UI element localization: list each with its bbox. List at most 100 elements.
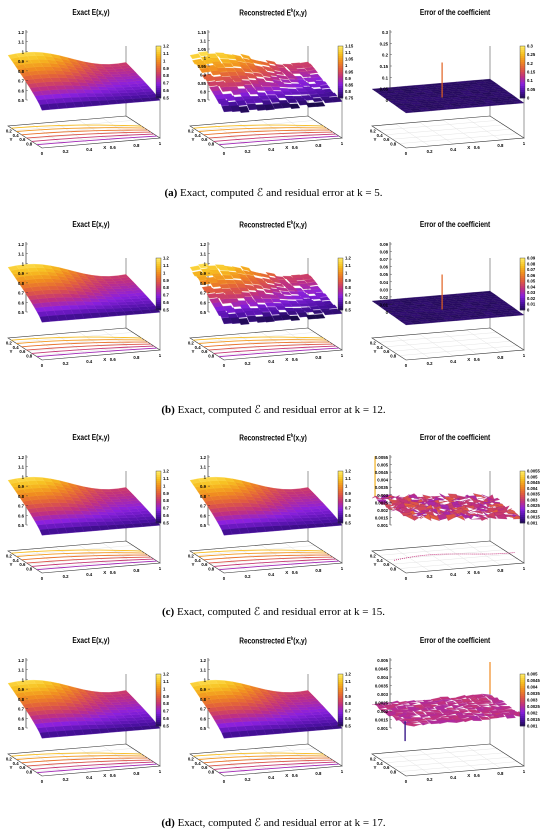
- surface-patch: [280, 314, 292, 321]
- surface-patch: [277, 287, 290, 292]
- colorbar-segment: [520, 483, 525, 486]
- colorbar-tick-label: 0.9: [163, 278, 169, 283]
- colorbar-tick-label: 1.2: [163, 469, 169, 474]
- x-tick-label: 1: [341, 141, 344, 146]
- z-tick-label: 0.002: [377, 508, 388, 513]
- colorbar-tick-label: 0.7: [345, 293, 351, 298]
- x-tick-label: 0.2: [63, 361, 70, 366]
- colorbar-segment: [156, 493, 161, 496]
- floor-gridline: [399, 345, 518, 356]
- colorbar-segment: [338, 493, 343, 496]
- surface-patch: [473, 505, 485, 509]
- surface-patch: [470, 518, 482, 520]
- colorbar-tick-label: 0.9: [345, 491, 351, 496]
- surface-patch: [391, 508, 403, 512]
- surface-patch: [289, 70, 302, 74]
- colorbar-tick-label: 0.003: [527, 698, 538, 703]
- floor-contour: [16, 127, 145, 132]
- floor-contour: [21, 341, 148, 348]
- surface-patch: [247, 301, 260, 307]
- colorbar-segment: [520, 475, 525, 478]
- floor-contour: [31, 345, 154, 354]
- surface-patch: [288, 78, 301, 83]
- floor-gridline: [392, 554, 511, 565]
- colorbar-segment: [520, 497, 525, 500]
- surface-patch: [210, 70, 222, 76]
- colorbar-segment: [156, 60, 161, 63]
- surface-patch: [219, 270, 232, 276]
- surface-patch: [265, 272, 278, 277]
- colorbar: [337, 470, 344, 524]
- colorbar-segment: [338, 481, 343, 484]
- colorbar-segment: [338, 678, 343, 681]
- colorbar-segment: [156, 278, 161, 281]
- colorbar-tick-label: 0.005: [527, 474, 538, 479]
- surface-patch: [458, 497, 470, 499]
- panel-title: Error of the coefficient: [419, 636, 491, 645]
- x-tick-label: 0.2: [245, 574, 252, 579]
- colorbar-segment: [520, 300, 525, 303]
- z-tick-label: 0: [386, 98, 389, 103]
- surface-plot: 1.21.110.90.80.70.60.50 0.2 0.4 0.6 0.8 1X0.8…: [188, 242, 351, 368]
- colorbar-segment: [156, 708, 161, 711]
- surface-patch: [270, 298, 282, 303]
- surface-patch: [263, 288, 275, 294]
- colorbar-segment: [520, 724, 525, 727]
- colorbar-segment: [338, 714, 343, 717]
- colorbar-tick-label: 0.01: [527, 302, 536, 307]
- colorbar-segment: [156, 294, 161, 297]
- colorbar-segment: [338, 80, 343, 83]
- surface-patch: [300, 285, 313, 290]
- colorbar-segment: [338, 280, 343, 283]
- x-tick-label: 0: [223, 151, 226, 156]
- floor-contour: [11, 124, 142, 129]
- z-tick-label: 0.6: [18, 300, 25, 305]
- colorbar-segment: [520, 54, 525, 57]
- surface-patch: [212, 288, 225, 294]
- colorbar-segment: [338, 298, 343, 301]
- panel-reconstructed: Reconstrected Ek(x,y) 1.2 1.1 1 0.9 0.8 0.7 0.…: [182, 425, 364, 605]
- surface-patch: [470, 717, 483, 722]
- x-tick-label: 1: [341, 353, 344, 358]
- panel-title: Exact E(x,y): [72, 220, 110, 229]
- colorbar-segment: [156, 722, 161, 725]
- surface-patch: [496, 513, 508, 520]
- x-tick-label: 0.8: [315, 771, 322, 776]
- colorbar-tick-label: 0.9: [345, 694, 351, 699]
- colorbar-segment: [520, 70, 525, 73]
- colorbar-segment: [338, 272, 343, 275]
- floor-contour: [21, 554, 148, 561]
- colorbar-segment: [156, 716, 161, 719]
- colorbar-segment: [520, 700, 525, 703]
- surface-patch: [277, 75, 290, 80]
- colorbar-segment: [338, 485, 343, 488]
- surface-patch: [204, 288, 216, 294]
- surface-patch: [508, 512, 520, 516]
- surface-patch: [459, 501, 472, 504]
- surface-patch: [286, 310, 298, 316]
- floor-gridline: [31, 548, 66, 572]
- colorbar-segment: [338, 90, 343, 93]
- colorbar-segment: [156, 70, 161, 73]
- colorbar-segment: [520, 66, 525, 69]
- x-tick-label: 0: [405, 151, 408, 156]
- colorbar-segment: [520, 306, 525, 309]
- surface-patch: [487, 716, 499, 719]
- y-tick-label: 0.6: [201, 765, 208, 770]
- floor-contour: [193, 336, 324, 341]
- colorbar-segment: [156, 503, 161, 506]
- colorbar-segment: [520, 64, 525, 67]
- floor-contour: [213, 761, 336, 770]
- floor-contour: [36, 763, 157, 774]
- surface-patch: [386, 504, 398, 510]
- surface-patch: [481, 693, 493, 696]
- y-tick-label: 0.2: [188, 553, 195, 558]
- z-tick-label: 0.7: [200, 707, 207, 712]
- floor-gridline: [399, 133, 518, 144]
- surface-patch: [198, 51, 210, 57]
- surface-patch: [199, 67, 211, 73]
- surface-patch: [289, 282, 302, 286]
- surface-patch: [263, 76, 275, 82]
- surface-patch: [452, 699, 464, 703]
